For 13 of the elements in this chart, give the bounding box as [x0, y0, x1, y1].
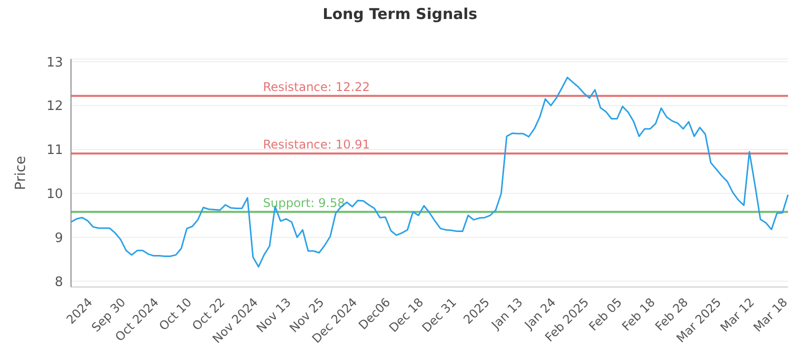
y-tick-label: 13	[46, 55, 63, 70]
x-tick-label: Jan 13	[488, 295, 526, 332]
y-axis-title: Price	[12, 156, 29, 190]
chart-title: Long Term Signals	[322, 5, 478, 23]
ref-line-label: Support: 9.58	[263, 196, 346, 210]
y-tick-label: 11	[46, 143, 63, 158]
ref-line-label: Resistance: 10.91	[263, 137, 370, 152]
y-tick-label: 12	[46, 99, 63, 114]
ref-line-label: Resistance: 12.22	[263, 80, 370, 94]
line-series	[70, 76, 789, 268]
y-tick-label: 8	[54, 274, 63, 290]
y-tick-label: 9	[54, 230, 63, 246]
y-tick-label: 10	[46, 187, 63, 202]
